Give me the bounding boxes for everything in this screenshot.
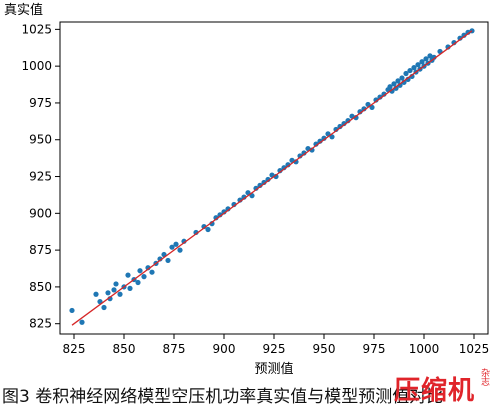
data-point [173, 241, 179, 247]
x-tick-label: 925 [263, 342, 286, 356]
y-tick-label: 975 [29, 96, 52, 110]
x-tick-label: 975 [363, 342, 386, 356]
y-tick-label: 825 [29, 317, 52, 331]
data-point [165, 257, 171, 264]
data-point [127, 285, 133, 291]
x-tick-label: 950 [313, 342, 336, 356]
data-point [411, 65, 417, 71]
data-point [101, 304, 107, 311]
figure-caption: 图3 卷积神经网络模型空压机功率真实值与模型预测值对比 [2, 387, 444, 407]
x-axis-label: 预测值 [254, 361, 293, 377]
data-point [137, 268, 143, 274]
data-point [113, 281, 119, 287]
x-tick-label: 900 [213, 342, 236, 356]
x-tick-label: 875 [163, 342, 186, 356]
data-point [135, 279, 141, 286]
data-point [105, 290, 111, 296]
data-point [399, 75, 405, 81]
data-point [125, 272, 131, 278]
y-tick-label: 925 [29, 170, 52, 184]
data-point [141, 274, 147, 280]
data-point [169, 244, 175, 250]
y-axis-label: 真实值 [4, 2, 43, 18]
data-points [69, 28, 475, 325]
reference-line-segment [71, 30, 473, 326]
y-axis-ticks: 825 850 875 900 925 950 975 1000 1025 [21, 22, 60, 331]
data-point [407, 67, 413, 74]
y-tick-label: 1025 [21, 22, 52, 36]
data-point [149, 269, 155, 275]
data-point [111, 287, 117, 293]
y-tick-label: 950 [29, 133, 52, 147]
data-point [423, 56, 429, 62]
data-point [427, 53, 433, 59]
x-tick-label: 1025 [459, 342, 490, 356]
data-point [403, 70, 409, 77]
data-point [395, 78, 401, 84]
x-tick-label: 1000 [409, 342, 440, 356]
data-point [69, 307, 75, 314]
x-axis-ticks: 825 850 875 900 925 950 975 1000 1025 [63, 334, 490, 356]
data-point [419, 59, 425, 65]
y-tick-label: 1000 [21, 59, 52, 73]
data-point [93, 291, 99, 297]
data-point [415, 62, 421, 68]
x-tick-label: 850 [113, 342, 136, 356]
data-point [117, 291, 123, 297]
x-tick-label: 825 [63, 342, 86, 356]
reference-line [71, 30, 473, 326]
data-point [79, 319, 85, 325]
y-tick-label: 850 [29, 280, 52, 294]
y-tick-label: 900 [29, 206, 52, 220]
data-point [391, 81, 397, 87]
y-tick-label: 875 [29, 243, 52, 257]
watermark-sub: 杂志 [479, 368, 489, 386]
watermark-logo: 压缩机 [394, 376, 476, 406]
data-point [205, 226, 211, 233]
data-point [387, 84, 393, 90]
data-point [177, 247, 183, 253]
